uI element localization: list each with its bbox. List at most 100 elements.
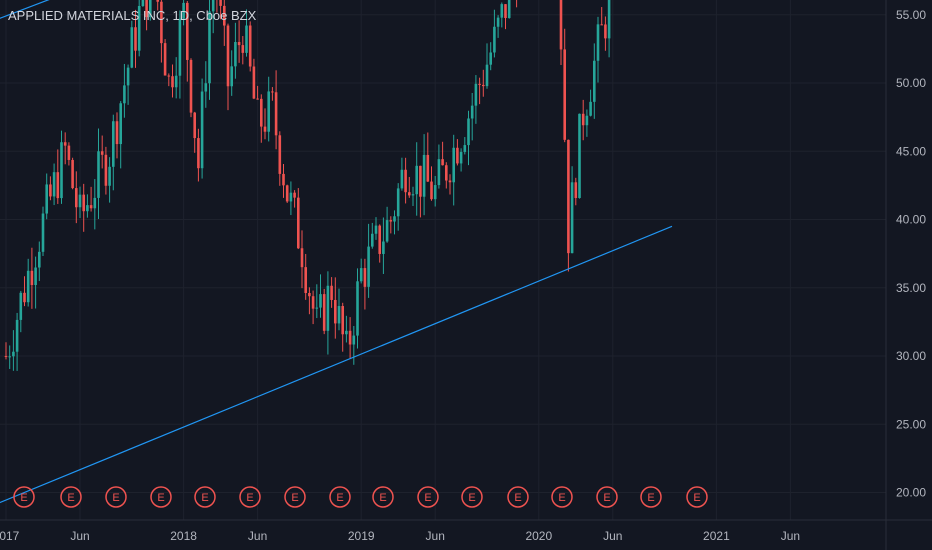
candle — [30, 270, 34, 286]
candle — [430, 181, 433, 200]
candle — [204, 83, 208, 92]
candle — [289, 192, 293, 202]
trendlines — [0, 0, 673, 504]
earnings-circle — [596, 486, 618, 508]
candle — [134, 27, 137, 51]
candle — [507, 0, 511, 19]
y-tick-label: 30.00 — [896, 349, 926, 363]
candle — [581, 113, 585, 126]
candle — [130, 27, 134, 68]
earnings-circle — [60, 486, 82, 508]
candle — [315, 307, 319, 309]
candle — [223, 5, 226, 26]
candle — [371, 233, 374, 247]
earnings-marker: E — [461, 486, 483, 508]
y-tick-label: 25.00 — [896, 417, 926, 431]
y-tick-label: 20.00 — [896, 486, 926, 500]
earnings-marker: E — [596, 486, 618, 508]
candle — [8, 356, 11, 358]
candle — [311, 296, 315, 309]
earnings-circle — [372, 486, 394, 508]
candle — [496, 17, 500, 27]
earnings-label: E — [468, 492, 475, 504]
candle — [493, 26, 496, 53]
candle — [123, 85, 126, 104]
candle — [237, 42, 241, 46]
candle — [52, 172, 56, 197]
candle — [467, 118, 470, 146]
earnings-marker: E — [13, 486, 35, 508]
candle — [378, 225, 381, 254]
earnings-label: E — [514, 492, 521, 504]
x-tick-label: 2021 — [703, 529, 730, 543]
earnings-marker: E — [686, 486, 708, 508]
candle — [574, 182, 578, 199]
candle — [97, 151, 100, 198]
candle — [441, 159, 444, 166]
earnings-marker: E — [60, 486, 82, 508]
candle — [411, 194, 415, 196]
candle — [589, 101, 592, 116]
candle — [319, 294, 322, 308]
candle — [63, 142, 67, 146]
candle — [211, 0, 215, 12]
candle — [393, 216, 396, 222]
candle — [585, 115, 589, 126]
candles — [4, 0, 611, 371]
candle — [408, 192, 411, 196]
x-tick-label: 2019 — [348, 529, 375, 543]
candle — [230, 66, 233, 87]
earnings-label: E — [20, 492, 27, 504]
candle — [404, 169, 407, 193]
candle — [578, 113, 581, 199]
earnings-label: E — [291, 492, 298, 504]
candle — [108, 166, 111, 186]
candle — [226, 25, 230, 87]
candle — [570, 182, 574, 254]
candle — [485, 64, 489, 87]
earnings-circle — [417, 486, 439, 508]
candle — [448, 180, 452, 183]
y-tick-label: 55.00 — [896, 8, 926, 22]
candle — [4, 356, 8, 357]
candle — [171, 76, 174, 88]
earnings-label: E — [693, 492, 700, 504]
candle — [604, 24, 607, 39]
candle — [445, 165, 448, 181]
candle — [115, 121, 119, 145]
earnings-circle — [105, 486, 127, 508]
candle — [593, 60, 596, 102]
candle — [137, 5, 141, 51]
x-tick-label: Jun — [248, 529, 267, 543]
candle — [363, 268, 367, 287]
candle — [326, 285, 330, 331]
earnings-label: E — [424, 492, 431, 504]
candle — [71, 159, 74, 189]
candle — [330, 285, 333, 300]
x-tick-label: Jun — [70, 529, 89, 543]
candle — [463, 145, 467, 152]
candle — [86, 205, 89, 212]
earnings-marker: E — [640, 486, 662, 508]
candle — [49, 184, 52, 197]
candle — [374, 225, 378, 234]
earnings-circle — [461, 486, 483, 508]
earnings-marker: E — [329, 486, 351, 508]
candle — [456, 147, 459, 164]
candle — [119, 103, 122, 145]
earnings-circle — [284, 486, 306, 508]
candle — [359, 268, 363, 282]
trendline-lower — [0, 225, 673, 504]
candle — [563, 49, 566, 140]
y-axis: 20.00 25.00 30.00 35.00 40.00 45.00 50.00 55.00… — [896, 8, 926, 500]
candle — [352, 335, 356, 345]
candle — [15, 319, 19, 352]
earnings-marker: E — [551, 486, 573, 508]
candle — [415, 165, 418, 195]
candle — [12, 351, 15, 357]
earnings-label: E — [379, 492, 386, 504]
earnings-circle — [686, 486, 708, 508]
candle — [600, 24, 603, 26]
